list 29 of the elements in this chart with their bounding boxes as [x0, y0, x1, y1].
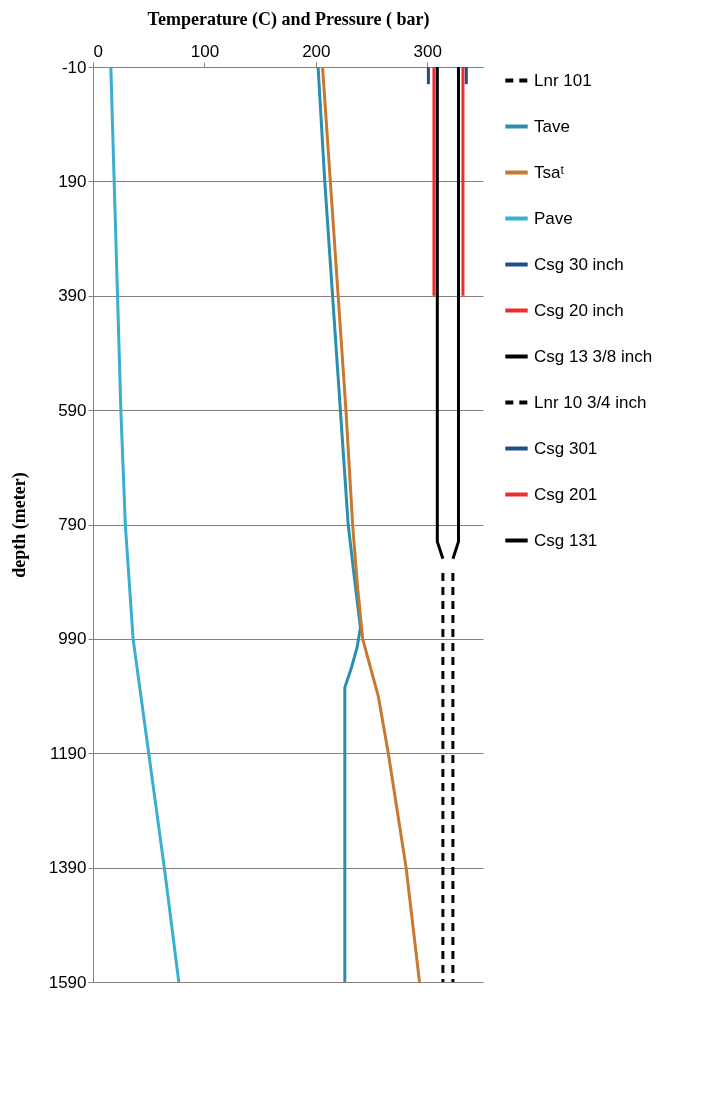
line-series — [321, 65, 421, 984]
legend-label: Tave — [534, 116, 570, 136]
x-tick-label: 100 — [190, 41, 220, 61]
legend-label: Pave — [534, 208, 573, 228]
y-tick-label: 1190 — [49, 743, 87, 763]
y-tick-label: 1590 — [48, 972, 87, 992]
legend-label: Csg 13 3/8 inch — [534, 346, 653, 366]
legend-label: Csg 301 — [534, 438, 598, 458]
legend-label: Lnr 101 — [534, 70, 592, 90]
line-series — [109, 65, 181, 984]
y-axis-title: depth (meter) — [8, 472, 30, 578]
x-axis-title: Temperature (C) and Pressure ( bar) — [147, 8, 430, 30]
legend-label: Csg 20 inch — [534, 300, 624, 320]
y-tick-label: 590 — [58, 400, 87, 420]
y-tick-label: 1390 — [48, 858, 87, 878]
legend-label: Tsaᵗ — [534, 162, 565, 182]
line-series — [316, 65, 362, 984]
legend-label: Csg 30 inch — [534, 254, 624, 274]
y-tick-label: 190 — [58, 171, 87, 191]
legend-label: Lnr 10 3/4 inch — [534, 392, 647, 412]
x-tick-label: 200 — [302, 41, 331, 61]
x-tick-label: 300 — [413, 41, 442, 61]
legend-label: Csg 131 — [534, 530, 598, 550]
y-tick-label: 990 — [58, 629, 87, 649]
x-tick-label: 0 — [93, 41, 103, 61]
y-tick-label: 790 — [58, 515, 87, 534]
y-tick-label: -10 — [61, 57, 87, 77]
y-tick-label: 390 — [58, 286, 87, 306]
legend-label: Csg 201 — [534, 484, 598, 504]
